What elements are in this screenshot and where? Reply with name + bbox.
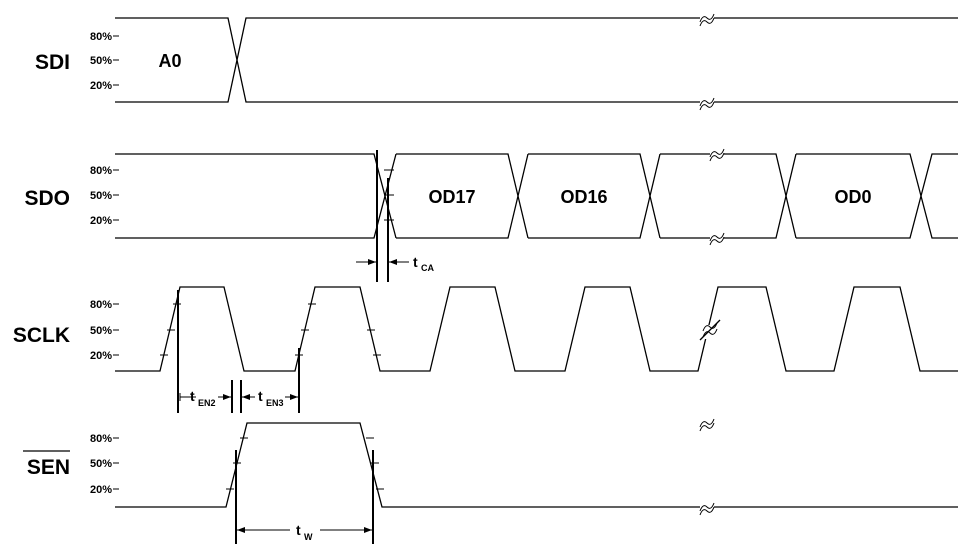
sen-level-50: 50%: [90, 458, 112, 470]
sdo-level-50: 50%: [90, 190, 112, 202]
ten2-sub: EN2: [198, 398, 216, 408]
tw-t: t: [296, 522, 301, 538]
sdo-label: SDO: [24, 187, 70, 210]
tca-t: t: [413, 254, 418, 270]
sdo-data-od16: OD16: [560, 187, 607, 207]
sclk-label: SCLK: [13, 324, 70, 347]
sdo-data-od0: OD0: [834, 187, 871, 207]
timing-tw: t W: [235, 450, 374, 544]
sen-label: SEN: [27, 456, 70, 479]
sdo-level-20: 20%: [90, 215, 112, 227]
sdo-break-top: [709, 147, 725, 162]
sen-trace: SEN 80% 50% 20%: [23, 417, 958, 516]
ten3-t: t: [258, 388, 263, 404]
sdo-break-bottom: [709, 231, 725, 246]
sdi-trace: SDI 80% 50% 20% A0: [35, 12, 958, 111]
sdi-level-20: 20%: [90, 80, 112, 92]
sdi-level-50: 50%: [90, 55, 112, 67]
sdi-level-80: 80%: [90, 31, 112, 43]
tca-sub: CA: [421, 263, 434, 273]
sdi-break-top: [699, 12, 715, 27]
sen-level-80: 80%: [90, 433, 112, 445]
ten2-t: t: [190, 388, 195, 404]
sdo-trace: SDO 80% 50% 20% OD17 OD16 OD0: [24, 147, 958, 246]
sdi-label: SDI: [35, 51, 70, 74]
ten3-sub: EN3: [266, 398, 284, 408]
sclk-level-80: 80%: [90, 299, 112, 311]
sen-level-20: 20%: [90, 484, 112, 496]
sen-break-bottom: [699, 501, 715, 516]
sclk-level-50: 50%: [90, 325, 112, 337]
sclk-level-20: 20%: [90, 350, 112, 362]
sclk-break: [699, 319, 721, 341]
sdo-data-od17: OD17: [428, 187, 475, 207]
timing-ten2-ten3: t EN2 t EN3: [177, 290, 300, 413]
sen-break-top: [699, 417, 715, 432]
sdo-level-80: 80%: [90, 165, 112, 177]
sdi-break-bottom: [699, 96, 715, 111]
timing-tca: t CA: [356, 150, 434, 282]
sclk-trace: SCLK 80% 50% 20%: [13, 286, 958, 372]
sdi-data-a0: A0: [158, 51, 181, 71]
tw-sub: W: [304, 532, 313, 542]
